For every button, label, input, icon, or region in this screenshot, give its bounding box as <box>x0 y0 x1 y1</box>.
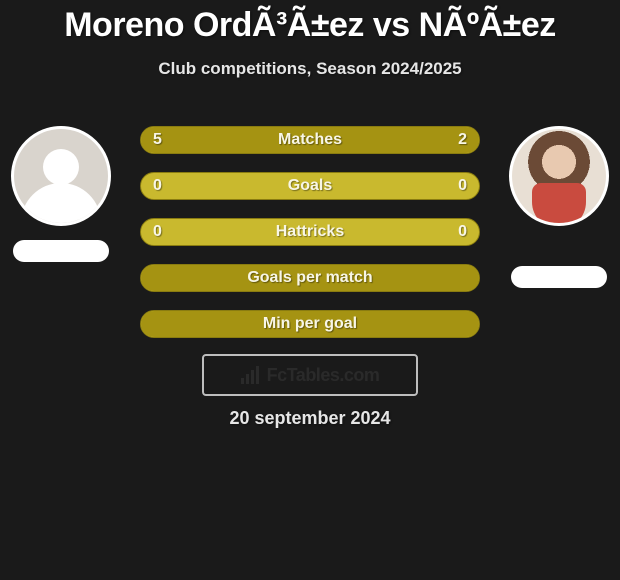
stat-value-left: 0 <box>153 173 162 199</box>
avatar-right <box>509 126 609 226</box>
stat-row: Hattricks0 0 <box>140 218 480 246</box>
logo-bars-icon <box>241 366 261 384</box>
stat-row: Matches5 2 <box>140 126 480 154</box>
avatar-left <box>11 126 111 226</box>
stat-label: Matches <box>141 127 479 153</box>
stat-label: Min per goal <box>141 311 479 337</box>
subtitle: Club competitions, Season 2024/2025 <box>0 59 620 79</box>
stat-label: Goals per match <box>141 265 479 291</box>
stat-label: Goals <box>141 173 479 199</box>
comparison-card: Moreno OrdÃ³Ã±ez vs NÃºÃ±ez Club competi… <box>0 0 620 580</box>
player-left-name-pill <box>13 240 109 262</box>
logo-text: FcTables.com <box>267 365 380 386</box>
stat-value-left: 0 <box>153 219 162 245</box>
stat-row: Goals per match <box>140 264 480 292</box>
stat-value-right: 2 <box>458 127 467 153</box>
fctables-logo[interactable]: FcTables.com <box>202 354 418 396</box>
player-right <box>504 126 614 288</box>
stats-block: Matches52Goals00Hattricks00Goals per mat… <box>140 126 480 356</box>
player-right-name-pill <box>511 266 607 288</box>
page-title: Moreno OrdÃ³Ã±ez vs NÃºÃ±ez <box>0 0 620 45</box>
stat-value-right: 0 <box>458 173 467 199</box>
stat-value-left: 5 <box>153 127 162 153</box>
stat-value-right: 0 <box>458 219 467 245</box>
stat-row: Goals0 0 <box>140 172 480 200</box>
date-text: 20 september 2024 <box>0 408 620 429</box>
stat-label: Hattricks <box>141 219 479 245</box>
stat-row: Min per goal <box>140 310 480 338</box>
player-left <box>6 126 116 262</box>
